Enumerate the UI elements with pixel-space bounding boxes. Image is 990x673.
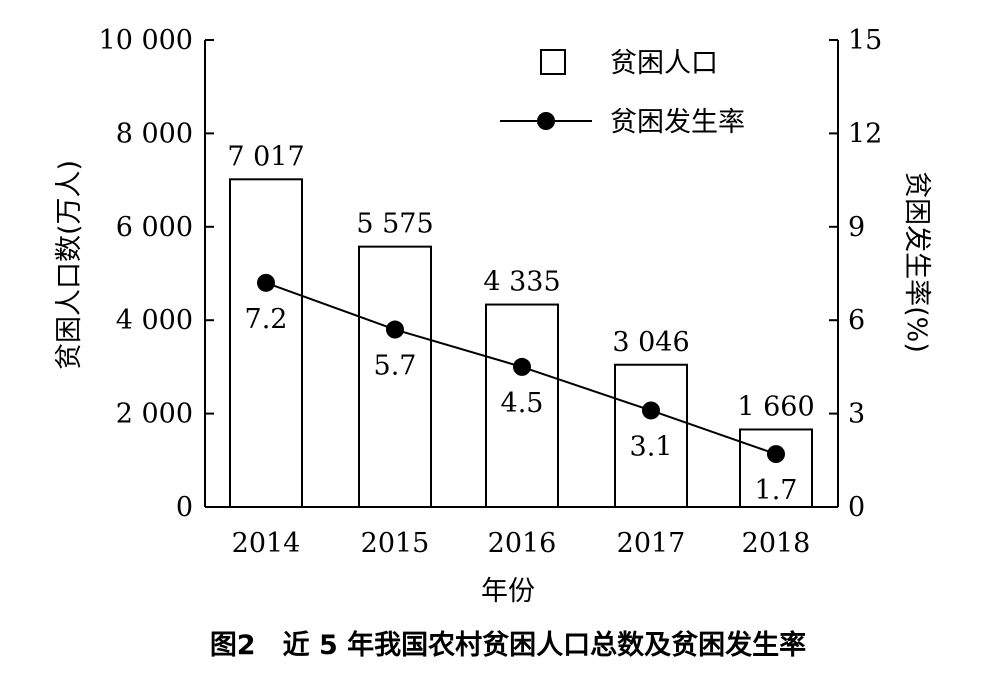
rate-point — [642, 401, 660, 420]
legend-swatch-bar — [540, 49, 566, 75]
y-tick-label: 2 000 — [116, 399, 193, 430]
y2-tick-label: 6 — [848, 305, 865, 336]
bar — [614, 363, 688, 508]
rate-value-label: 1.7 — [755, 475, 798, 506]
figure-caption: 图2 近 5 年我国农村贫困人口总数及贫困发生率 — [210, 629, 806, 661]
x-tick-label: 2016 — [488, 528, 557, 559]
y-tick-label: 8 000 — [116, 118, 193, 149]
y-tick-label: 0 — [176, 492, 193, 523]
y-tick-label: 6 000 — [116, 212, 193, 243]
rate-point — [513, 357, 531, 376]
bars-layer — [229, 178, 813, 509]
bar-value-label: 1 660 — [737, 391, 814, 422]
legend-marker — [537, 112, 555, 130]
y2-tick-label: 0 — [848, 492, 865, 523]
rate-value-label: 4.5 — [501, 388, 544, 419]
legend-label-line: 贫困发生率 — [610, 107, 745, 138]
bar — [358, 245, 432, 509]
rate-value-label: 3.1 — [630, 431, 673, 462]
rate-point — [386, 320, 404, 339]
x-tick-label: 2017 — [617, 528, 686, 559]
bar — [485, 303, 559, 509]
rate-value-label: 7.2 — [245, 304, 288, 335]
rate-value-label: 5.7 — [374, 351, 417, 382]
y2-axis-label: 贫困发生率(%) — [901, 171, 932, 353]
y2-tick-label: 12 — [848, 118, 882, 149]
bar-value-label: 5 575 — [356, 209, 433, 240]
rate-point — [257, 273, 275, 292]
x-tick-label: 2015 — [361, 528, 430, 559]
bar-value-label: 3 046 — [612, 327, 689, 358]
bar — [229, 178, 303, 509]
bar-value-label: 4 335 — [483, 267, 560, 298]
y-axis-label: 贫困人口数(万人) — [54, 160, 85, 370]
bar-value-label: 7 017 — [227, 141, 304, 172]
legend-label-bar: 贫困人口 — [610, 48, 718, 79]
x-tick-label: 2014 — [232, 528, 301, 559]
x-tick-label: 2018 — [742, 528, 811, 559]
bar — [739, 428, 813, 508]
y2-tick-label: 9 — [848, 212, 865, 243]
y2-tick-label: 15 — [848, 25, 882, 56]
y-tick-label: 10 000 — [99, 25, 193, 56]
x-axis-label: 年份 — [481, 576, 535, 607]
data-labels-layer: 7 017 5 575 4 335 3 046 1 660 7.2 5.7 4.5 3.1 1.7 — [227, 141, 814, 506]
rate-point — [767, 445, 785, 464]
y2-tick-label: 3 — [848, 399, 865, 430]
axes: 0 2 000 4 000 6 000 8 000 10 000 0 3 6 9 12 15 2014 2… — [99, 25, 883, 559]
y-tick-label: 4 000 — [116, 305, 193, 336]
rate-line-layer — [257, 273, 785, 464]
